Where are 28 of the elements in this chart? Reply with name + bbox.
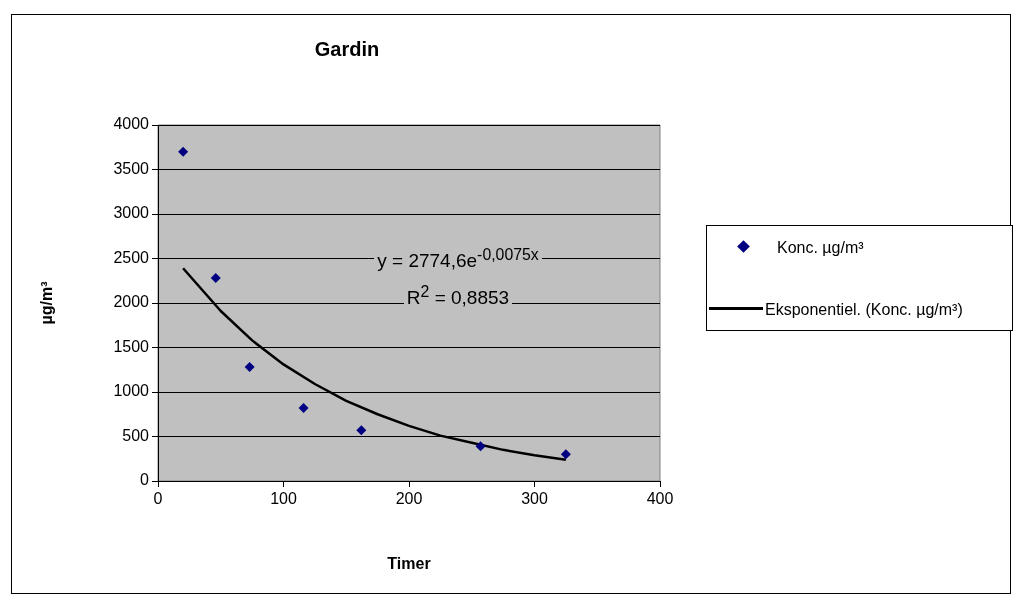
- annotation: y = 2774,6e$^{-0,0075x}$: [374, 244, 542, 275]
- y-axis-title: µg/m³: [38, 281, 56, 325]
- point: [475, 441, 486, 452]
- x-axis-title: Timer: [387, 554, 431, 572]
- y-tick-label: 4000: [113, 115, 150, 133]
- x-tick-label: 200: [395, 490, 423, 508]
- point: [244, 362, 255, 373]
- y-tick-label: 2500: [113, 248, 150, 266]
- y-tick-label: 2000: [113, 293, 150, 311]
- y-tick-label: 1500: [113, 337, 150, 355]
- y-tick-label: 3000: [113, 204, 150, 222]
- x-tick-label: 100: [270, 490, 297, 508]
- y-tick-label: 3500: [113, 159, 150, 177]
- point: [210, 273, 221, 284]
- point: [298, 403, 309, 414]
- annotation: R$^{2}$ = 0,8853: [403, 281, 513, 312]
- y-tick-label: 500: [122, 426, 150, 444]
- x-tick-label: 400: [646, 490, 674, 508]
- legend-label: Konc. µg/m³: [777, 238, 864, 258]
- y-tick-label: 1000: [113, 382, 150, 400]
- y-tick-label: 0: [140, 471, 150, 489]
- point: [560, 449, 571, 460]
- point: [356, 425, 367, 436]
- chart-title: Gardin: [314, 37, 380, 60]
- x-tick-label: 300: [521, 490, 548, 508]
- legend-label: Eksponentiel. (Konc. µg/m³): [765, 300, 963, 320]
- point: [178, 146, 189, 157]
- x-tick-label: 0: [153, 490, 163, 508]
